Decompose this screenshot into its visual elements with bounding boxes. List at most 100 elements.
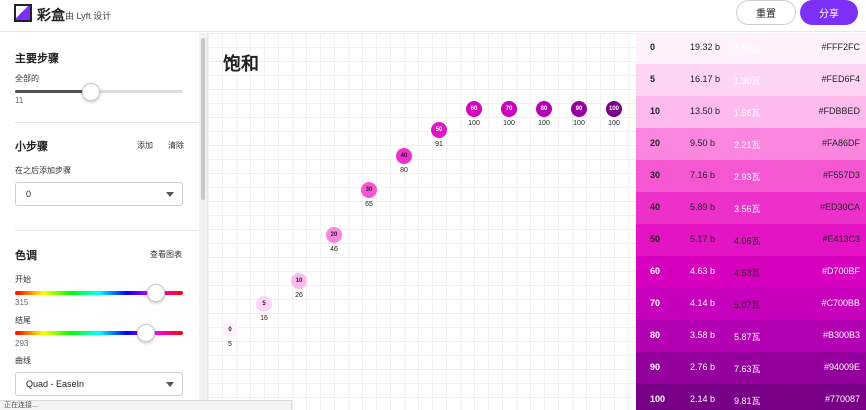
app-header: 彩盒 由 Lyft 设计 重置 分享 [0, 0, 866, 32]
saturation-point-label: 40 [396, 147, 412, 164]
palette-hex: #FFF2FC [821, 42, 860, 52]
saturation-point[interactable]: 20 46 [314, 226, 354, 261]
palette-contrast-black: 5.89 b [690, 202, 716, 212]
palette-contrast-white: 4.06瓦 [734, 236, 761, 246]
palette-row[interactable]: 5 16.17 b 1.30瓦 #FED6F4 [636, 64, 866, 96]
clear-steps-link[interactable]: 清除 [168, 141, 184, 150]
saturation-point[interactable]: 80 100 [524, 101, 564, 135]
main-steps-slider-thumb[interactable] [81, 83, 100, 101]
saturation-point[interactable]: 70 100 [489, 101, 529, 135]
curve-label: 曲线 [15, 356, 31, 365]
palette-row[interactable]: 10 13.50 b 1.56瓦 #FDBBED [636, 96, 866, 128]
minor-steps-title: 小步骤 [15, 141, 48, 153]
saturation-point-value: 91 [435, 140, 443, 148]
reset-button[interactable]: 重置 [736, 0, 796, 25]
saturation-point[interactable]: 60 100 [454, 101, 494, 135]
palette-row[interactable]: 0 19.32 b 1.09瓦 #FFF2FC [636, 33, 866, 64]
saturation-point-label: 5 [256, 296, 272, 313]
palette-row[interactable]: 30 7.16 b 2.93瓦 #F557D3 [636, 160, 866, 192]
palette-hex: #D700BF [821, 266, 860, 276]
saturation-point-value: 5 [228, 341, 232, 348]
main-steps-value: 11 [15, 96, 24, 105]
palette-step: 30 [650, 170, 661, 180]
palette-contrast-black: 2.76 b [690, 362, 716, 372]
palette-contrast-black: 16.17 b [690, 74, 721, 84]
palette-step: 5 [650, 74, 656, 84]
palette-step: 10 [650, 106, 661, 116]
add-after-select[interactable]: 0 [15, 182, 183, 206]
palette-row[interactable]: 20 9.50 b 2.21瓦 #FA86DF [636, 128, 866, 160]
palette-hex: #E413C3 [822, 234, 860, 244]
hue-end-label: 结尾 [15, 316, 31, 325]
saturation-point-label: 0 [222, 322, 238, 338]
saturation-point-label: 30 [361, 182, 377, 199]
palette-hex: #FED6F4 [821, 74, 860, 84]
saturation-point[interactable]: 10 26 [279, 273, 319, 307]
sidebar-scrollbar-thumb[interactable] [201, 38, 205, 200]
saturation-point-value: 26 [295, 292, 303, 300]
saturation-point[interactable]: 50 91 [419, 121, 459, 156]
saturation-point-value: 100 [538, 120, 550, 127]
saturation-point[interactable]: 5 16 [244, 296, 284, 330]
share-button[interactable]: 分享 [800, 0, 858, 25]
palette-contrast-white: 4.53瓦 [734, 268, 761, 278]
palette-row[interactable]: 40 5.89 b 3.56瓦 #ED30CA [636, 192, 866, 224]
palette-contrast-black: 5.17 b [690, 234, 716, 244]
palette-hex: #B300B3 [822, 330, 860, 340]
status-bar: 正在连接... [0, 400, 292, 410]
curve-select[interactable]: Quad - EaseIn [15, 372, 183, 396]
view-chart-link[interactable]: 查看图表 [150, 250, 182, 259]
add-step-link[interactable]: 添加 [137, 141, 153, 150]
hue-start-slider-track[interactable] [15, 291, 183, 295]
palette-hex: #ED30CA [819, 202, 860, 212]
curve-value: Quad - EaseIn [26, 379, 85, 389]
saturation-point-value: 16 [260, 315, 268, 323]
hue-end-slider-track[interactable] [15, 331, 183, 335]
hue-start-slider-thumb[interactable] [147, 284, 166, 302]
saturation-point[interactable]: 90 100 [559, 101, 599, 135]
palette-row[interactable]: 90 2.76 b 7.63瓦 #94009E [636, 352, 866, 384]
palette-row[interactable]: 100 2.14 b 9.81瓦 #770087 [636, 384, 866, 410]
main-steps-all-label: 全部的 [15, 74, 39, 83]
saturation-point-value: 80 [400, 166, 408, 174]
hue-start-label: 开始 [15, 275, 31, 284]
palette-row[interactable]: 60 4.63 b 4.53瓦 #D700BF [636, 256, 866, 288]
hue-end-slider-thumb[interactable] [137, 324, 156, 342]
saturation-chart-area: 饱和 0 5 5 16 10 26 20 46 30 65 40 80 50 91 60 100 70 100 80… [208, 33, 636, 410]
app-byline: 由 Lyft 设计 [65, 11, 112, 21]
palette-contrast-black: 3.58 b [690, 330, 716, 340]
palette-step: 100 [650, 394, 666, 404]
saturation-point-label: 90 [571, 101, 587, 117]
hue-start-value: 315 [15, 298, 29, 307]
palette-hex: #F557D3 [822, 170, 860, 180]
palette-row[interactable]: 50 5.17 b 4.06瓦 #E413C3 [636, 224, 866, 256]
settings-sidebar: 主要步骤 全部的 11 小步骤 添加 清除 在之后添加步骤 0 色调 查看图表 … [0, 33, 208, 410]
palette-contrast-white: 7.63瓦 [734, 364, 761, 374]
palette-step: 70 [650, 298, 661, 308]
section-divider [15, 122, 199, 123]
saturation-point-value: 100 [468, 120, 480, 127]
palette-hex: #FDBBED [818, 106, 860, 116]
palette-contrast-white: 5.87瓦 [734, 332, 761, 342]
palette-row[interactable]: 70 4.14 b 5.07瓦 #C700BB [636, 288, 866, 320]
palette-step: 40 [650, 202, 661, 212]
palette-contrast-white: 3.56瓦 [734, 204, 761, 214]
sidebar-scrollbar[interactable] [199, 33, 207, 410]
saturation-point[interactable]: 40 80 [384, 147, 424, 182]
palette-hex: #770087 [824, 394, 860, 404]
saturation-point[interactable]: 30 65 [349, 182, 389, 216]
palette-contrast-black: 2.14 b [690, 394, 716, 404]
palette-row[interactable]: 80 3.58 b 5.87瓦 #B300B3 [636, 320, 866, 352]
chevron-down-icon [166, 382, 174, 387]
saturation-point-value: 46 [330, 245, 338, 253]
chevron-down-icon [166, 192, 174, 197]
add-after-value: 0 [26, 189, 32, 199]
saturation-point-value: 100 [503, 120, 515, 127]
palette-step: 90 [650, 362, 661, 372]
palette-hex: #C700BB [821, 298, 860, 308]
palette-contrast-white: 1.30瓦 [734, 76, 761, 86]
saturation-point[interactable]: 100 100 [594, 101, 634, 135]
palette-step: 50 [650, 234, 661, 244]
palette-contrast-black: 4.63 b [690, 266, 716, 276]
